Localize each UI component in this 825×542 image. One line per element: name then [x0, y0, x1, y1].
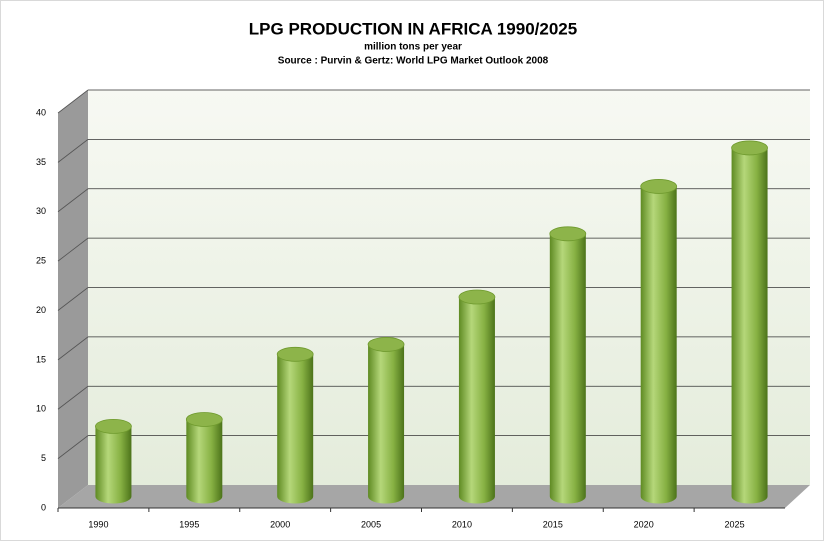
bar [731, 147, 768, 504]
grid-line [57, 139, 89, 163]
grid-line [57, 188, 89, 213]
x-tick-label: 2015 [543, 519, 563, 529]
y-tick-label: 35 [36, 157, 46, 167]
x-tick-label: 2010 [452, 519, 472, 529]
bar [95, 426, 132, 504]
bar-top [731, 140, 768, 156]
chart-source: Source : Purvin & Gertz: World LPG Marke… [278, 56, 549, 67]
bar-top [458, 289, 496, 305]
bar-top [185, 412, 223, 427]
bar [186, 419, 223, 504]
x-tick-label: 2000 [270, 519, 290, 529]
bar [549, 233, 586, 504]
y-tick-label: 25 [36, 256, 46, 266]
grid-line [57, 435, 89, 459]
grid-line [57, 385, 89, 410]
y-tick-label: 20 [36, 305, 46, 315]
bar [458, 297, 495, 504]
bar-top [549, 226, 587, 242]
grid-line [57, 287, 89, 311]
x-tick-label: 1990 [88, 519, 108, 529]
bar-top [367, 337, 405, 352]
y-tick-label: 15 [36, 354, 46, 364]
grid-line [57, 336, 89, 361]
x-tick-label: 2025 [725, 519, 745, 529]
y-tick-label: 5 [41, 453, 46, 463]
bar [640, 186, 677, 504]
chart-subtitle: million tons per year [364, 42, 462, 53]
x-tick-label: 1995 [179, 519, 199, 529]
y-tick-label: 10 [36, 404, 46, 414]
bar [277, 354, 314, 504]
bar [368, 344, 405, 504]
grid-line [57, 89, 89, 114]
y-tick-label: 30 [36, 206, 46, 216]
grid-line [57, 237, 89, 262]
bar-top [640, 179, 678, 194]
x-tick-label: 2005 [361, 519, 381, 529]
y-tick-label: 0 [41, 502, 46, 512]
x-tick-label: 2020 [634, 519, 654, 529]
floor [58, 485, 810, 508]
bar-top [95, 418, 132, 434]
chart-title: LPG PRODUCTION IN AFRICA 1990/2025 [249, 19, 577, 38]
bar-top [276, 346, 314, 362]
y-tick-label: 40 [36, 107, 46, 117]
